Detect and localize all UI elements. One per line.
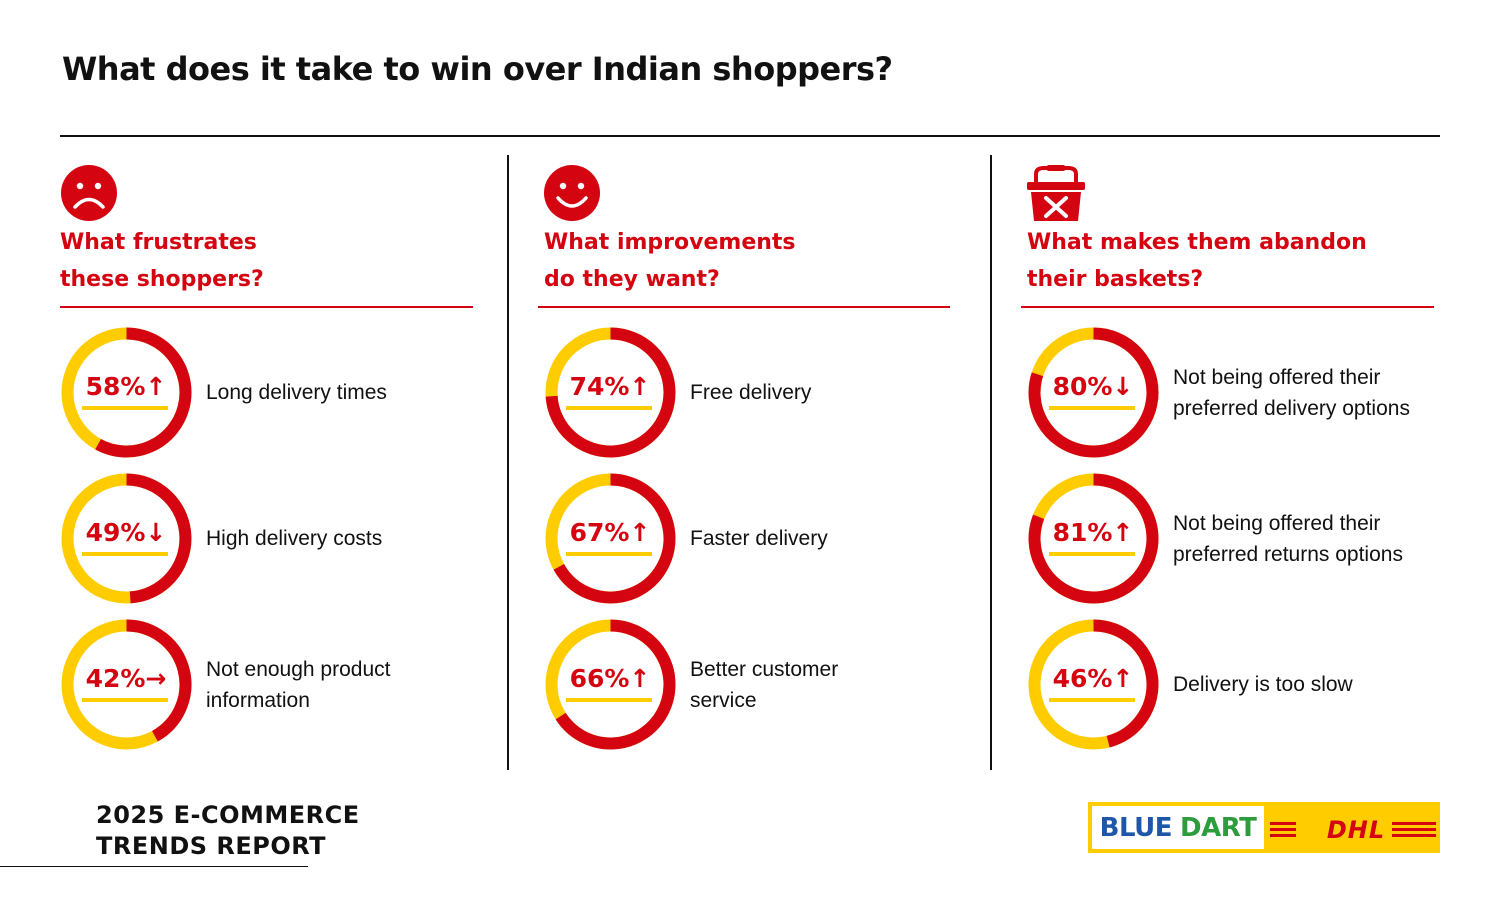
sad-face-icon: [61, 165, 117, 221]
abandoned-basket-icon: [1027, 165, 1085, 221]
percentage-label: 74%↑: [569, 372, 651, 401]
stat-item: 80%↓ Not being offered their preferred d…: [1027, 326, 1447, 461]
percentage-underline: [82, 698, 168, 702]
percentage-label: 66%↑: [569, 664, 651, 693]
donut-value-arc: [95, 327, 192, 458]
percentage-label: 58%↑: [85, 372, 167, 401]
donut-ring: [545, 619, 676, 750]
stat-description: Not being offered their preferred return…: [1173, 511, 1403, 566]
column-improvements: What improvements do they want? 74%↑ Fre…: [538, 160, 964, 760]
logo-word-dart: DART: [1180, 812, 1257, 843]
dhl-logo-icon: DHL: [1270, 816, 1436, 844]
column-basket-abandonment: What makes them abandon their baskets? 8…: [1021, 160, 1447, 760]
percentage-underline: [82, 552, 168, 556]
donut-ring: [1028, 327, 1159, 458]
donut-value-arc: [126, 619, 192, 742]
donut-ring: [61, 327, 192, 458]
stat-item: 46%↑ Delivery is too slow: [1027, 618, 1447, 753]
stat-description: Free delivery: [690, 381, 812, 404]
donut-ring: [545, 473, 676, 604]
donut-ring: [1028, 619, 1159, 750]
stat-description: High delivery costs: [206, 527, 383, 550]
happy-face-icon: [544, 165, 600, 221]
stat-description: Not enough product information: [206, 657, 391, 712]
stat-description: Faster delivery: [690, 527, 828, 550]
page-title: What does it take to win over Indian sho…: [62, 50, 893, 88]
column-divider-2: [990, 155, 992, 770]
percentage-label: 46%↑: [1052, 664, 1134, 693]
percentage-underline: [566, 406, 652, 410]
stat-description: Not being offered their preferred delive…: [1173, 365, 1410, 420]
stat-item: 74%↑ Free delivery: [544, 326, 964, 461]
percentage-label: 49%↓: [85, 518, 167, 547]
title-divider: [60, 135, 1440, 137]
stat-item: 66%↑ Better customer service: [544, 618, 964, 753]
stat-item: 67%↑ Faster delivery: [544, 472, 964, 607]
stat-item: 42%→ Not enough product information: [60, 618, 480, 753]
percentage-label: 67%↑: [569, 518, 651, 547]
column-heading: What frustrates these shoppers?: [60, 230, 264, 292]
donut-ring: [1028, 473, 1159, 604]
percentage-underline: [566, 552, 652, 556]
donut-value-arc: [545, 327, 676, 458]
donut-value-arc: [1028, 473, 1159, 604]
percentage-underline: [1049, 406, 1135, 410]
heading-underline: [1021, 306, 1434, 308]
donut-ring: [61, 473, 192, 604]
stat-description: Better customer service: [690, 657, 839, 712]
column-heading: What improvements do they want?: [544, 230, 796, 292]
logo-word-blue: BLUE: [1099, 812, 1173, 843]
donut-value-arc: [555, 619, 676, 750]
blue-dart-wordmark: BLUE DART: [1092, 806, 1264, 849]
percentage-label: 80%↓: [1052, 372, 1134, 401]
stat-description: Delivery is too slow: [1173, 673, 1353, 696]
percentage-label: 42%→: [85, 664, 167, 693]
column-heading: What makes them abandon their baskets?: [1027, 230, 1367, 292]
donut-value-arc: [126, 473, 192, 604]
percentage-underline: [1049, 552, 1135, 556]
heading-underline: [538, 306, 950, 308]
svg-text:DHL: DHL: [1327, 816, 1385, 844]
donut-value-arc: [1093, 619, 1159, 748]
report-title: 2025 E-COMMERCE TRENDS REPORT: [96, 801, 360, 860]
blue-dart-dhl-logo: BLUE DART DHL: [1088, 802, 1440, 853]
donut-value-arc: [553, 473, 676, 604]
heading-underline: [60, 306, 473, 308]
stat-item: 81%↑ Not being offered their preferred r…: [1027, 472, 1447, 607]
stat-item: 49%↓ High delivery costs: [60, 472, 480, 607]
column-frustrations: What frustrates these shoppers? 58%↑ Lon…: [60, 160, 480, 760]
stat-item: 58%↑ Long delivery times: [60, 326, 480, 461]
percentage-underline: [1049, 698, 1135, 702]
percentage-underline: [82, 406, 168, 410]
stat-description: Long delivery times: [206, 381, 387, 404]
donut-ring: [61, 619, 192, 750]
donut-ring: [545, 327, 676, 458]
percentage-underline: [566, 698, 652, 702]
footer-underline: [0, 866, 308, 867]
donut-value-arc: [1028, 327, 1159, 458]
column-divider-1: [507, 155, 509, 770]
percentage-label: 81%↑: [1052, 518, 1134, 547]
